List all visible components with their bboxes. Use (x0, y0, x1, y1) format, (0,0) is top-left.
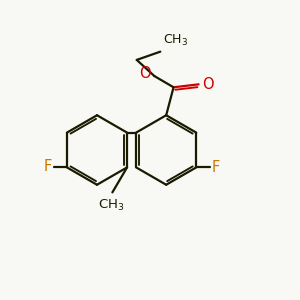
Text: CH$_3$: CH$_3$ (98, 198, 124, 213)
Text: F: F (212, 160, 220, 175)
Text: O: O (202, 77, 214, 92)
Text: O: O (139, 66, 151, 81)
Text: F: F (44, 159, 52, 174)
Text: CH$_3$: CH$_3$ (163, 33, 188, 48)
